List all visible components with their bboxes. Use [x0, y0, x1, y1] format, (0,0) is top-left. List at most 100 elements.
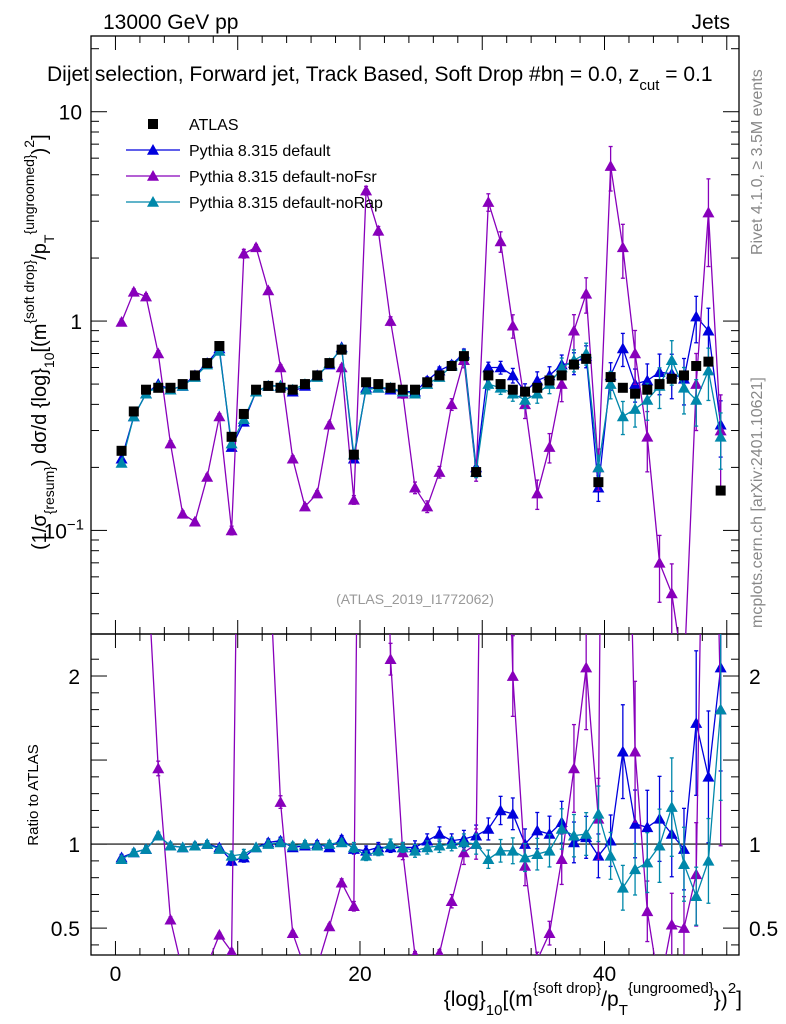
- ratio-point-noRap: [176, 841, 189, 853]
- point-atlas: [153, 382, 164, 393]
- ratio-point-default: [433, 827, 446, 839]
- ratio-y-tick-label: 2: [68, 666, 80, 689]
- point-atlas: [373, 379, 384, 390]
- point-noFsr: [555, 378, 568, 389]
- point-atlas: [532, 382, 543, 393]
- ratio-point-noRap: [360, 849, 373, 861]
- point-noFsr: [188, 515, 201, 527]
- point-noFsr: [286, 452, 299, 464]
- x-tick-label: 40: [593, 963, 616, 986]
- point-noFsr: [384, 315, 397, 326]
- ratio-point-default: [506, 807, 519, 819]
- point-atlas: [385, 382, 396, 393]
- ratio-y-tick-label: 0.5: [51, 918, 80, 941]
- point-noFsr: [629, 347, 642, 359]
- ratio-point-noFsr: [536, 954, 538, 955]
- point-noFsr: [616, 241, 629, 253]
- point-atlas: [397, 384, 408, 395]
- ratio-y-tick-label-right: 0.5: [749, 918, 778, 941]
- point-noFsr: [543, 441, 556, 452]
- ratio-point-noRap: [653, 839, 666, 851]
- point-atlas: [520, 386, 531, 397]
- ratio-point-noFsr: [641, 905, 654, 917]
- ratio-point-noRap: [702, 854, 715, 866]
- ratio-point-noRap: [567, 829, 580, 841]
- point-atlas: [507, 384, 518, 395]
- ratio-point-noRap: [237, 848, 250, 859]
- ratio-point-default: [616, 745, 629, 757]
- point-noFsr: [140, 290, 153, 302]
- point-atlas: [165, 382, 176, 393]
- header-category: Jets: [691, 11, 730, 34]
- ratio-point-noFsr: [213, 928, 226, 940]
- x-tick-label: 20: [348, 963, 371, 986]
- ratio-y-tick-label-right: 1: [749, 834, 761, 857]
- ratio-point-default: [494, 804, 507, 816]
- point-noRap: [702, 364, 715, 376]
- point-noFsr: [127, 285, 140, 297]
- point-atlas: [299, 379, 310, 390]
- point-atlas: [617, 382, 628, 393]
- ratio-point-noFsr: [506, 670, 519, 681]
- y-axis-ratio-label: Ratio to ATLAS: [25, 744, 42, 845]
- point-default: [531, 374, 544, 386]
- ratio-point-noRap: [519, 851, 532, 863]
- point-noFsr: [360, 184, 373, 196]
- point-atlas: [226, 431, 237, 442]
- ratio-point-noFsr: [238, 31, 250, 42]
- ratio-point-noRap: [347, 841, 360, 853]
- point-atlas: [495, 379, 506, 390]
- point-noFsr: [176, 507, 189, 519]
- ratio-point-noFsr: [189, 973, 201, 984]
- point-atlas: [434, 370, 445, 381]
- point-atlas: [556, 370, 567, 381]
- point-noFsr: [372, 224, 385, 236]
- ratio-point-noRap: [506, 844, 519, 856]
- point-noFsr: [665, 587, 678, 599]
- point-noFsr: [641, 430, 654, 442]
- point-noFsr: [201, 470, 214, 482]
- point-noFsr: [678, 671, 690, 682]
- ratio-point-noRap: [274, 836, 287, 848]
- point-noRap: [482, 378, 495, 389]
- ratio-point-noRap: [140, 843, 153, 854]
- point-atlas: [605, 372, 616, 383]
- ratio-point-noRap: [482, 853, 495, 865]
- axis-ticks: 0 20 40 10−1 1 10 0.5 0.5 1 1 2 2: [44, 36, 778, 986]
- x-axis-label: {log}10[(m{soft drop}/pT{ungroomed}})2]: [444, 980, 742, 1019]
- legend-marker-atlas: [148, 119, 158, 129]
- point-noFsr: [580, 287, 593, 299]
- ratio-point-noFsr: [372, 99, 384, 110]
- title-cut: cut: [639, 77, 660, 94]
- ratio-point-noRap: [286, 839, 299, 851]
- mcplots-label: mcplots.cern.ch [arXiv:2401.10621]: [749, 377, 766, 628]
- point-noFsr: [250, 241, 263, 253]
- point-noFsr: [482, 196, 495, 207]
- ratio-point-noRap: [396, 841, 409, 853]
- point-atlas: [251, 384, 262, 395]
- point-atlas: [263, 380, 274, 391]
- ratio-point-default: [629, 817, 642, 829]
- ratio-point-noRap: [665, 801, 678, 812]
- ratio-point-noRap: [433, 839, 446, 851]
- point-noRap: [592, 461, 605, 473]
- ratio-point-noFsr: [140, 536, 152, 547]
- point-noFsr: [335, 361, 348, 373]
- point-atlas: [642, 384, 653, 395]
- point-atlas: [422, 377, 433, 388]
- point-atlas: [361, 377, 372, 388]
- point-noFsr: [323, 418, 336, 430]
- series-line-default: [120, 315, 722, 488]
- point-atlas: [715, 485, 726, 496]
- ratio-point-noFsr: [457, 846, 470, 858]
- legend: ATLAS Pythia 8.315 default Pythia 8.315 de…: [126, 117, 383, 212]
- ratio-point-noRap: [604, 849, 617, 861]
- ratio-point-default: [482, 822, 495, 834]
- point-atlas: [312, 370, 323, 381]
- point-noFsr: [115, 315, 128, 327]
- plot-title: Dijet selection, Forward jet, Track Base…: [47, 63, 713, 94]
- ratio-point-noRap: [555, 822, 568, 834]
- ratio-point-noFsr: [411, 949, 419, 955]
- series-line-noRap: [120, 346, 722, 473]
- point-atlas: [348, 449, 359, 460]
